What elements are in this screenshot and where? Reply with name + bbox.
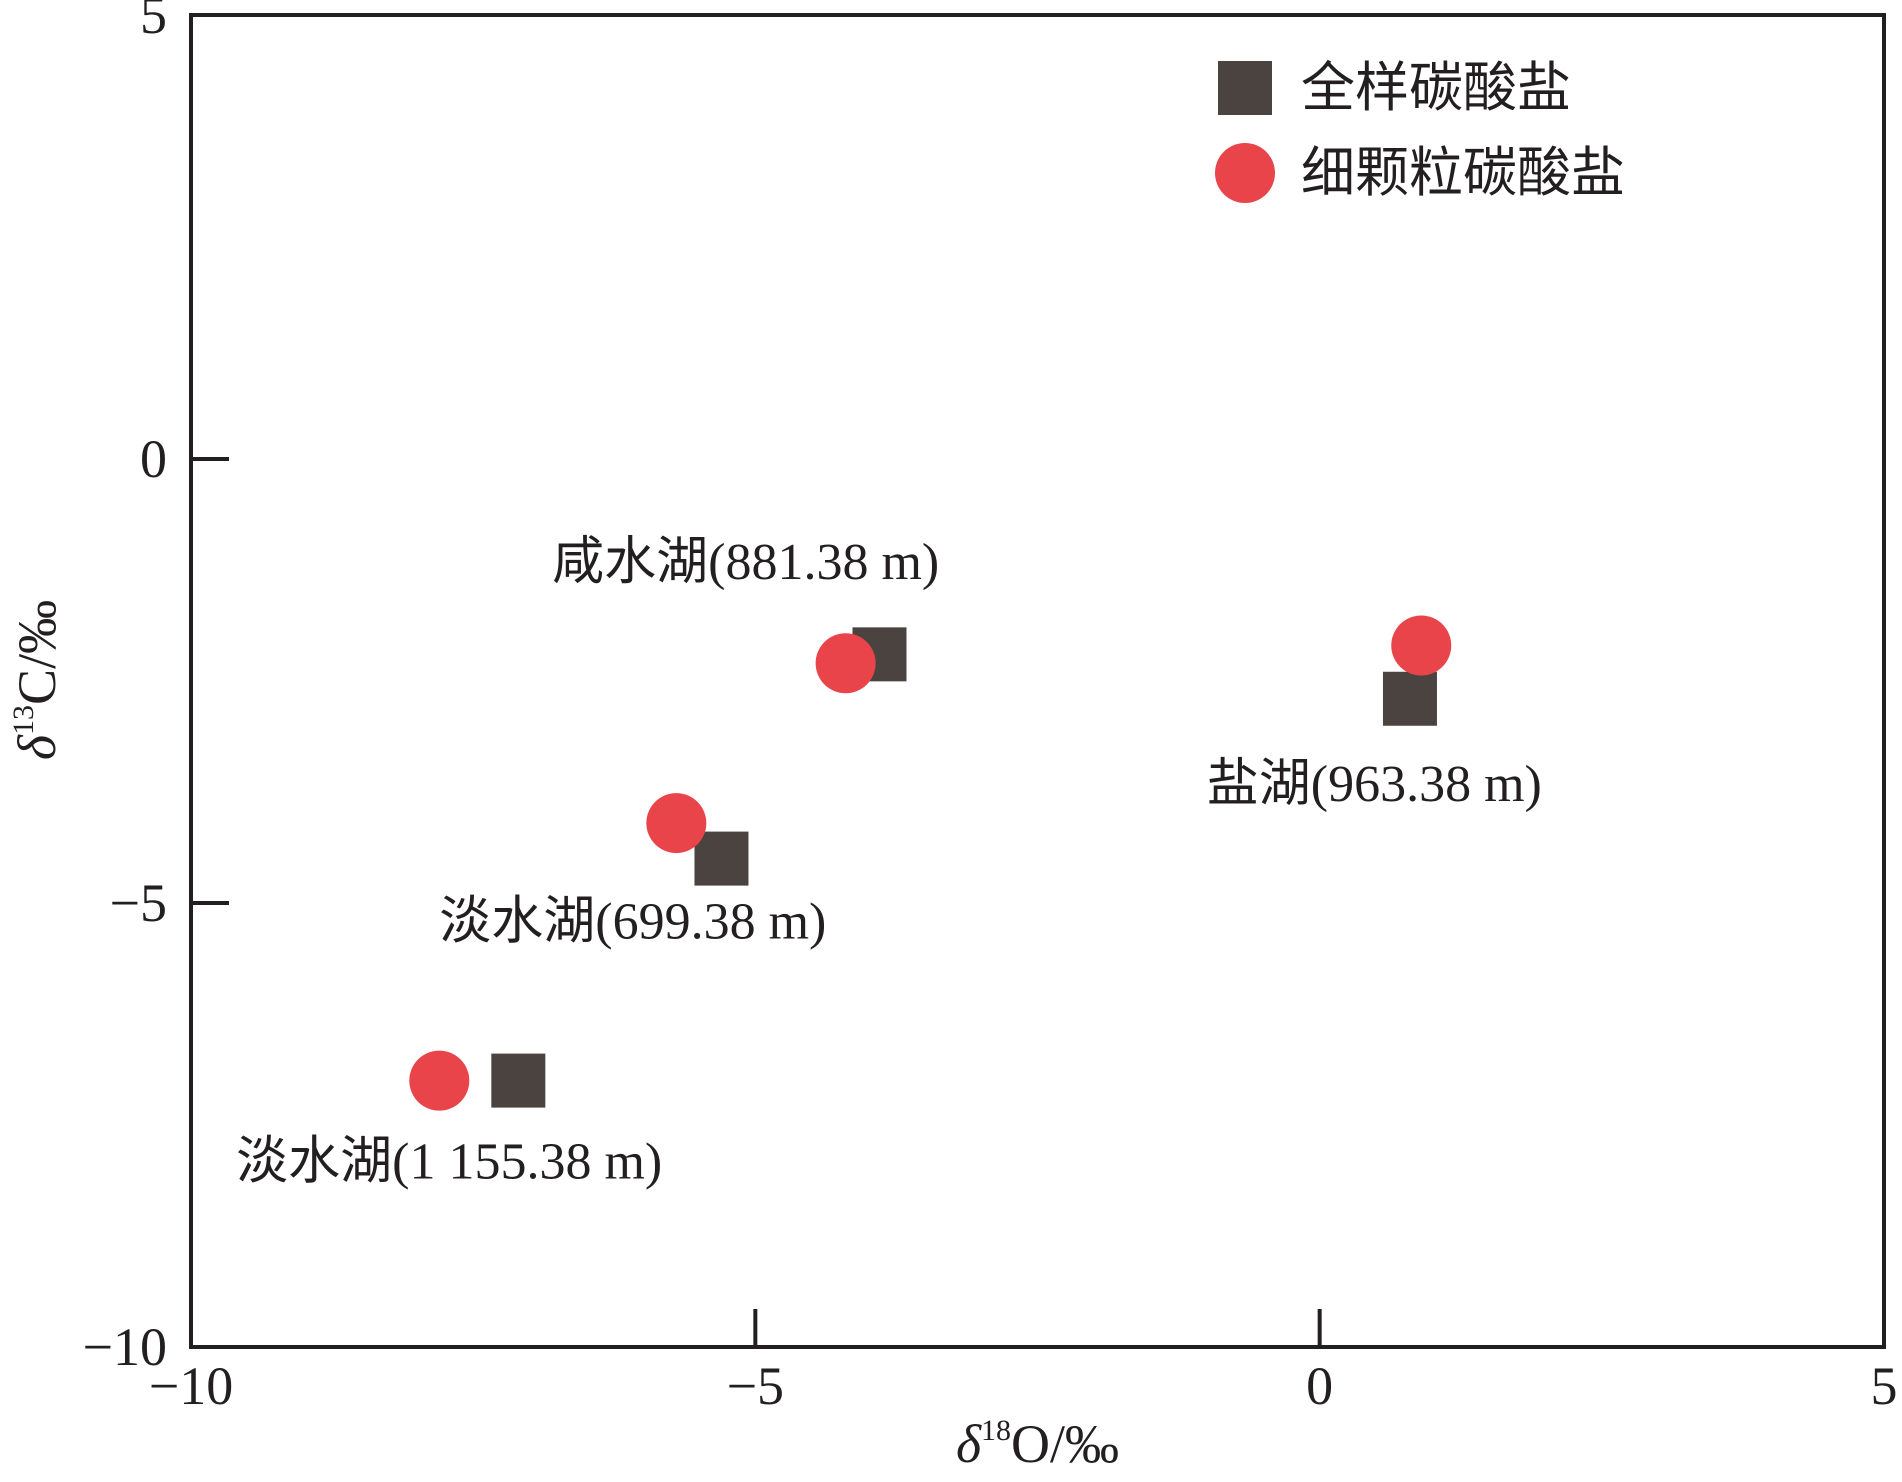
y-tick-label: −5 [110,873,167,933]
legend-label: 全样碳酸盐 [1301,58,1571,118]
plot-frame [189,13,1886,1349]
x-axis-label: δ18O/‰ [956,1414,1119,1474]
data-point-square [491,1053,546,1108]
data-point-circle [409,1050,470,1111]
data-point-circle [646,793,707,854]
y-tick-label: −10 [83,1317,167,1377]
point-annotation: 淡水湖(1 155.38 m) [236,1133,662,1190]
y-tick-label: 5 [140,0,167,45]
y-tick-label: 0 [140,429,167,489]
point-annotation: 淡水湖(699.38 m) [439,894,826,951]
x-tick-label: −5 [727,1356,784,1416]
legend-label: 细颗粒碳酸盐 [1301,143,1625,203]
data-point-square [694,831,749,886]
legend-marker-square [1218,61,1272,115]
data-point-circle [1391,615,1452,676]
x-tick-label: 0 [1306,1356,1333,1416]
y-axis-label: δ13C/‰ [7,600,67,760]
data-point-circle [815,633,876,694]
marks-layer: −10 −5 0 5 5 0 −5 −10 δ18O/‰ δ13C/‰ 咸水湖(881.38 m) 盐… [7,0,1898,1474]
x-tick-label: 5 [1871,1356,1898,1416]
data-point-square [1382,671,1437,726]
legend-marker-circle [1215,143,1275,203]
x-tick-label: −10 [149,1356,233,1416]
point-annotation: 咸水湖(881.38 m) [552,534,939,591]
point-annotation: 盐湖(963.38 m) [1207,756,1542,813]
